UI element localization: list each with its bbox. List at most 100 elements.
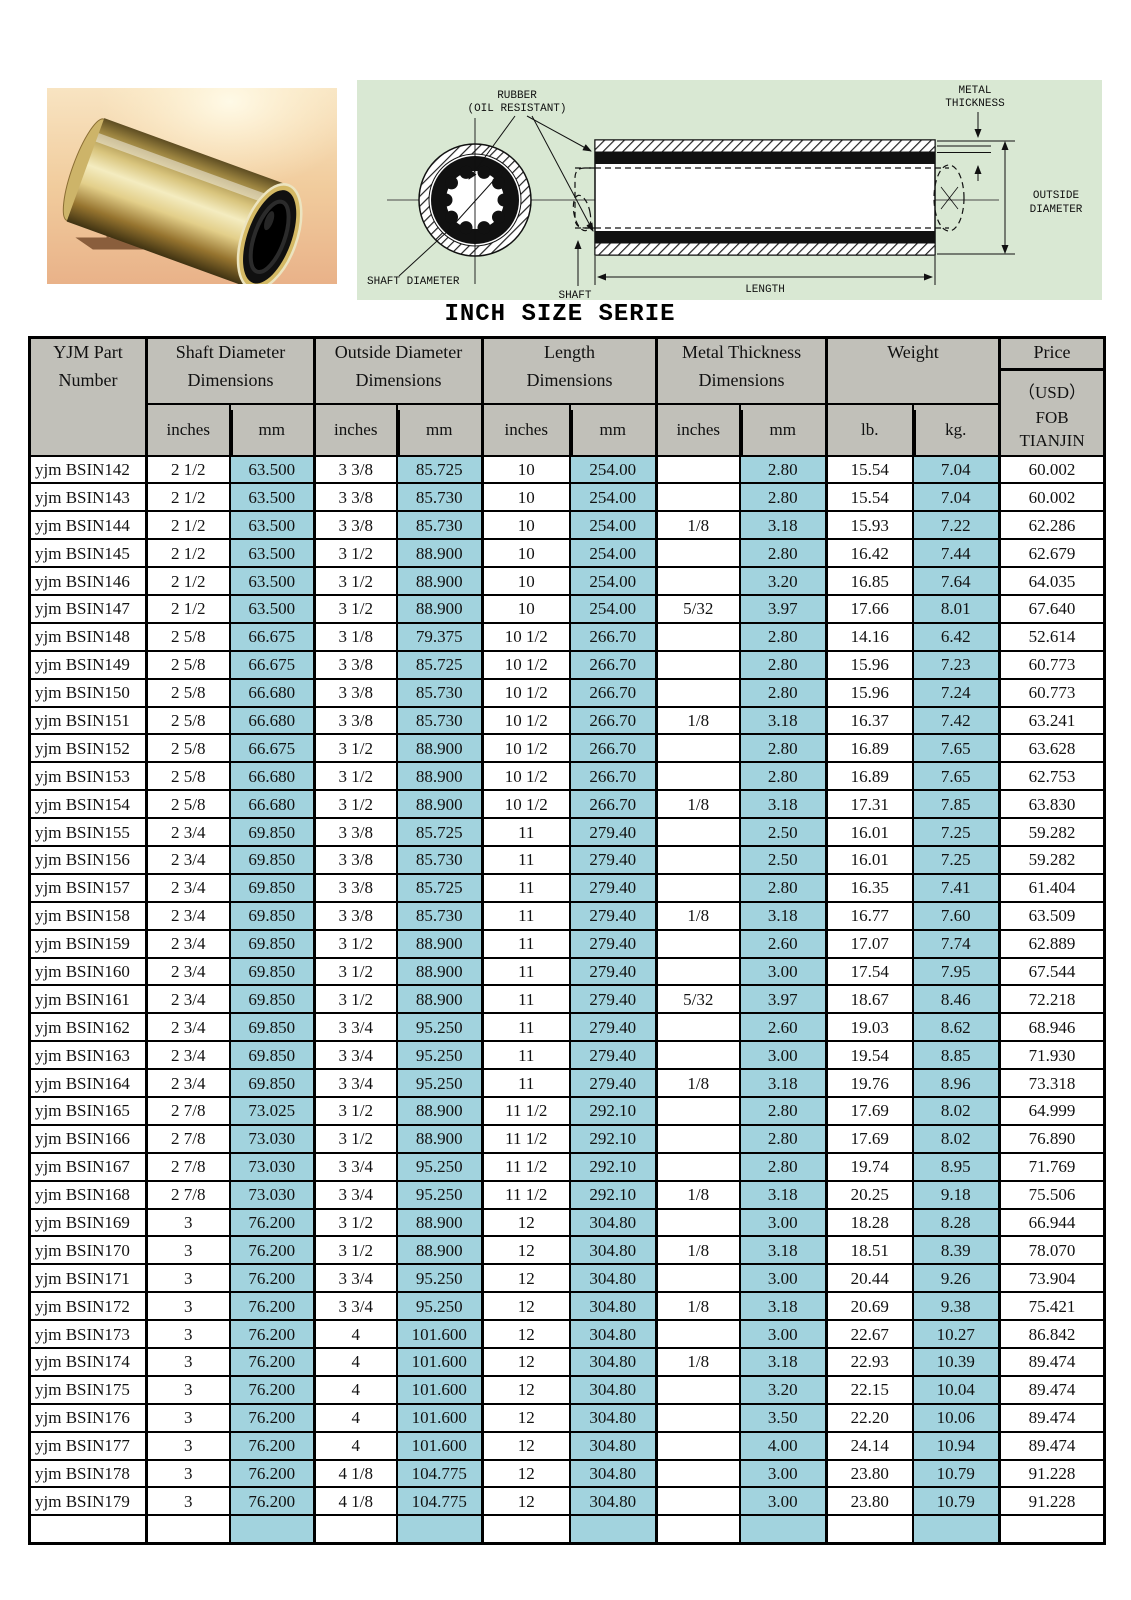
od-inches-cell: 3 1/2 [313, 984, 398, 1015]
od-mm-cell: 95.250 [395, 1151, 484, 1182]
shaft-mm-cell: 63.500 [228, 454, 316, 485]
length-inches-cell: 10 1/2 [481, 761, 571, 792]
od-inches-cell: 4 [313, 1402, 398, 1433]
part-number-cell: yjm BSIN155 [28, 817, 148, 847]
weight-kg-cell: 10.06 [911, 1402, 1001, 1433]
table-body: yjm BSIN142 2 1/2 63.500 3 3/8 85.725 10 254.0… [28, 454, 1106, 1545]
mt-inches-cell [655, 1151, 741, 1182]
od-inches-cell: 3 3/4 [313, 1291, 398, 1322]
od-inches-cell: 3 3/4 [313, 1040, 398, 1071]
weight-lb-cell: 22.67 [825, 1319, 914, 1349]
od-mm-cell: 88.900 [395, 566, 484, 596]
weight-kg-cell: 7.04 [911, 482, 1001, 513]
od-mm-cell: 88.900 [395, 733, 484, 764]
price-usd-cell: 60.002 [998, 482, 1106, 513]
mt-inches-cell [655, 1458, 741, 1489]
part-number-cell: yjm BSIN146 [28, 566, 148, 596]
od-inches-cell: 3 3/8 [313, 900, 398, 931]
shaft-hidden-outline [572, 164, 965, 232]
od-mm-cell: 79.375 [395, 621, 484, 652]
price-usd-cell: 71.769 [998, 1151, 1106, 1182]
shaft-inches-cell: 2 1/2 [145, 454, 231, 485]
length-mm-cell: 254.00 [568, 538, 658, 569]
mt-mm-cell: 2.60 [738, 1012, 828, 1043]
weight-kg-cell: 7.25 [911, 844, 1001, 875]
length-inches-cell: 11 1/2 [481, 1151, 571, 1182]
od-inches-cell: 4 [313, 1430, 398, 1461]
weight-kg-cell: 7.44 [911, 538, 1001, 569]
metal-thickness-label-line1: METAL [958, 85, 991, 97]
od-inches-cell: 3 1/2 [313, 928, 398, 959]
length-inches-cell: 11 [481, 984, 571, 1015]
od-inches-cell: 3 3/8 [313, 510, 398, 541]
mt-inches-cell [655, 1430, 741, 1461]
length-mm-cell: 292.10 [568, 1123, 658, 1154]
mt-mm-cell: 3.18 [738, 1291, 828, 1322]
weight-lb-cell: 16.89 [825, 761, 914, 792]
bearing-tube [62, 118, 303, 284]
weight-lb-cell: 19.54 [825, 1040, 914, 1071]
length-inches-cell: 10 [481, 593, 571, 624]
shaft-mm-cell: 63.500 [228, 593, 316, 624]
weight-kg-cell: 10.79 [911, 1486, 1001, 1517]
mt-inches-cell [655, 956, 741, 987]
size-table: YJM Part Number Shaft Diameter Dimensions… [28, 336, 1107, 1546]
table-row: yjm BSIN142 2 1/2 63.500 3 3/8 85.725 10 254.0… [28, 454, 1106, 485]
mt-mm-cell: 2.80 [738, 1123, 828, 1154]
mt-inches-cell: 1/8 [655, 705, 741, 736]
od-mm-cell: 85.725 [395, 649, 484, 680]
table-row: yjm BSIN149 2 5/8 66.675 3 3/8 85.725 10 1/2 2… [28, 649, 1106, 680]
shaft-inches-cell: 2 5/8 [145, 761, 231, 792]
shaft-inches-cell: 3 [145, 1207, 231, 1238]
table-row: yjm BSIN151 2 5/8 66.680 3 3/8 85.730 10 1/2 2… [28, 705, 1106, 736]
weight-lb-cell: 18.28 [825, 1207, 914, 1238]
table-row: yjm BSIN147 2 1/2 63.500 3 1/2 88.900 10 254.0… [28, 593, 1106, 624]
shaft-mm-cell: 66.675 [228, 621, 316, 652]
mt-inches-cell [655, 844, 741, 875]
mt-mm-cell: 3.00 [738, 1458, 828, 1489]
od-mm-cell: 88.900 [395, 593, 484, 624]
weight-kg-cell: 8.62 [911, 1012, 1001, 1043]
od-mm-cell: 95.250 [395, 1040, 484, 1071]
price-usd-cell: 75.506 [998, 1179, 1106, 1210]
length-inches-cell: 10 1/2 [481, 705, 571, 736]
shaft-mm-cell [228, 1514, 316, 1545]
table-row: yjm BSIN179 3 76.200 4 1/8 104.775 12 304.80 3.… [28, 1486, 1106, 1517]
od-mm-cell: 104.775 [395, 1458, 484, 1489]
shaft-mm-cell: 76.200 [228, 1207, 316, 1238]
shaft-mm-cell: 66.680 [228, 761, 316, 792]
part-number-cell: yjm BSIN157 [28, 872, 148, 903]
shaft-mm-cell: 76.200 [228, 1486, 316, 1517]
shaft-mm-cell: 69.850 [228, 1012, 316, 1043]
part-number-cell: yjm BSIN172 [28, 1291, 148, 1322]
table-row: yjm BSIN146 2 1/2 63.500 3 1/2 88.900 10 254.0… [28, 566, 1106, 596]
shaft-inches-cell: 2 7/8 [145, 1123, 231, 1154]
header-price: Price （USD） FOB TIANJIN [998, 336, 1106, 457]
weight-kg-cell: 10.79 [911, 1458, 1001, 1489]
od-mm-cell: 88.900 [395, 1207, 484, 1238]
weight-lb-cell: 17.54 [825, 956, 914, 987]
length-inches-cell: 11 [481, 1012, 571, 1043]
weight-kg-cell: 7.41 [911, 872, 1001, 903]
table-row: yjm BSIN156 2 3/4 69.850 3 3/8 85.730 11 279.4… [28, 844, 1106, 875]
side-view-tube [594, 139, 936, 256]
length-mm-cell: 304.80 [568, 1458, 658, 1489]
length-mm-cell: 279.40 [568, 984, 658, 1015]
weight-lb-cell: 16.37 [825, 705, 914, 736]
shaft-inches-cell: 2 5/8 [145, 677, 231, 708]
length-inches-cell: 10 [481, 454, 571, 485]
mt-mm-cell: 3.18 [738, 1068, 828, 1098]
od-inches-cell [313, 1514, 398, 1545]
mt-inches-cell [655, 1040, 741, 1071]
shaft-mm-cell: 69.850 [228, 956, 316, 987]
od-inches-cell: 4 [313, 1347, 398, 1377]
shaft-inches-cell: 2 5/8 [145, 705, 231, 736]
od-mm-cell: 85.725 [395, 454, 484, 485]
weight-lb-cell: 15.96 [825, 649, 914, 680]
shaft-mm-cell: 69.850 [228, 984, 316, 1015]
shaft-mm-cell: 69.850 [228, 1040, 316, 1071]
table-row: yjm BSIN167 2 7/8 73.030 3 3/4 95.250 11 1/2 2… [28, 1151, 1106, 1182]
part-number-cell: yjm BSIN169 [28, 1207, 148, 1238]
unit-length-inches: inches [481, 402, 571, 457]
shaft-diameter-label: SHAFT DIAMETER [367, 276, 460, 288]
